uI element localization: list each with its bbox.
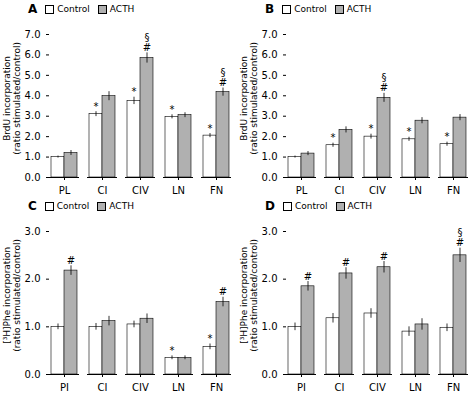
svg-text:CIV: CIV bbox=[369, 382, 386, 393]
svg-text:PL: PL bbox=[59, 185, 71, 196]
svg-text:2.0: 2.0 bbox=[262, 131, 278, 142]
svg-text:7.0: 7.0 bbox=[25, 29, 41, 40]
svg-text:#: # bbox=[380, 82, 388, 93]
svg-text:*: * bbox=[170, 104, 175, 115]
html-text:[³H]Phe incorporation (ratio s: [³H]Phe incorporation (ratio stimulated/… bbox=[239, 239, 259, 352]
svg-text:LN: LN bbox=[409, 185, 422, 196]
svg-text:#: # bbox=[456, 237, 464, 248]
svg-text:*: * bbox=[407, 126, 412, 137]
html-text:A: A bbox=[28, 2, 38, 16]
svg-text:#: # bbox=[143, 42, 151, 53]
svg-text:CIV: CIV bbox=[369, 185, 386, 196]
html-text:Control: Control bbox=[295, 201, 328, 211]
svg-text:*: * bbox=[445, 131, 450, 142]
svg-text:#: # bbox=[219, 77, 227, 88]
svg-text:#: # bbox=[67, 255, 75, 266]
svg-text:§: § bbox=[145, 32, 150, 43]
svg-text:PI: PI bbox=[297, 382, 306, 393]
svg-text:CI: CI bbox=[335, 185, 345, 196]
svg-text:*: * bbox=[369, 123, 374, 134]
html-text:C: C bbox=[28, 199, 37, 213]
svg-text:CI: CI bbox=[98, 185, 108, 196]
svg-text:*: * bbox=[94, 101, 99, 112]
svg-text:LN: LN bbox=[172, 185, 185, 196]
svg-text:FN: FN bbox=[210, 185, 223, 196]
svg-text:3.0: 3.0 bbox=[25, 110, 41, 121]
svg-text:#: # bbox=[342, 257, 350, 268]
svg-text:§: § bbox=[458, 227, 463, 238]
svg-text:CI: CI bbox=[98, 382, 108, 393]
svg-text:2.0: 2.0 bbox=[25, 273, 41, 284]
svg-text:2.0: 2.0 bbox=[262, 273, 278, 284]
html-text:D: D bbox=[265, 199, 275, 213]
svg-text:4.0: 4.0 bbox=[25, 90, 41, 101]
svg-text:5.0: 5.0 bbox=[25, 70, 41, 81]
svg-text:0.0: 0.0 bbox=[262, 172, 278, 183]
svg-text:0.0: 0.0 bbox=[25, 369, 41, 380]
svg-text:PI: PI bbox=[60, 382, 69, 393]
svg-text:LN: LN bbox=[172, 382, 185, 393]
svg-text:3.0: 3.0 bbox=[262, 226, 278, 237]
html-text:BrdU incorporation (ratio stim: BrdU incorporation (ratio stimulated/con… bbox=[2, 42, 22, 155]
svg-text:§: § bbox=[382, 72, 387, 83]
svg-text:6.0: 6.0 bbox=[262, 49, 278, 60]
svg-text:FN: FN bbox=[210, 382, 223, 393]
html-text:Control: Control bbox=[294, 4, 327, 14]
html-text:ACTH: ACTH bbox=[109, 201, 134, 211]
svg-text:0.0: 0.0 bbox=[262, 369, 278, 380]
svg-text:5.0: 5.0 bbox=[262, 70, 278, 81]
svg-text:0.0: 0.0 bbox=[25, 172, 41, 183]
svg-text:3.0: 3.0 bbox=[262, 110, 278, 121]
html-text:ACTH: ACTH bbox=[346, 4, 372, 14]
svg-text:CIV: CIV bbox=[132, 382, 149, 393]
svg-text:6.0: 6.0 bbox=[25, 49, 41, 60]
html-text:BrdU incorporation (ratio stim: BrdU incorporation (ratio stimulated/con… bbox=[239, 42, 259, 155]
svg-text:2.0: 2.0 bbox=[25, 131, 41, 142]
svg-text:§: § bbox=[221, 67, 226, 78]
svg-text:7.0: 7.0 bbox=[262, 29, 278, 40]
svg-text:1.0: 1.0 bbox=[25, 151, 41, 162]
svg-text:PL: PL bbox=[296, 185, 308, 196]
html-text:B: B bbox=[265, 2, 275, 16]
svg-text:*: * bbox=[132, 86, 137, 97]
svg-text:4.0: 4.0 bbox=[262, 90, 278, 101]
svg-text:#: # bbox=[219, 286, 227, 297]
svg-text:FN: FN bbox=[447, 185, 460, 196]
svg-text:*: * bbox=[170, 345, 175, 356]
svg-text:LN: LN bbox=[409, 382, 422, 393]
svg-text:FN: FN bbox=[447, 382, 460, 393]
svg-text:1.0: 1.0 bbox=[262, 151, 278, 162]
svg-text:CI: CI bbox=[335, 382, 345, 393]
svg-text:3.0: 3.0 bbox=[25, 226, 41, 237]
svg-text:*: * bbox=[208, 333, 213, 344]
html-text:Control: Control bbox=[56, 201, 90, 211]
svg-text:CIV: CIV bbox=[132, 185, 149, 196]
svg-text:*: * bbox=[331, 132, 336, 143]
html-text:ACTH: ACTH bbox=[109, 4, 135, 14]
html-text:[³H]Phe incorporation (ratio s: [³H]Phe incorporation (ratio stimulated/… bbox=[2, 239, 22, 352]
svg-text:#: # bbox=[380, 251, 388, 262]
html-text:ACTH: ACTH bbox=[347, 201, 373, 211]
svg-text:#: # bbox=[304, 271, 312, 282]
svg-text:1.0: 1.0 bbox=[25, 321, 41, 332]
svg-text:*: * bbox=[208, 123, 213, 134]
svg-text:1.0: 1.0 bbox=[262, 321, 278, 332]
html-text:Control: Control bbox=[57, 4, 90, 14]
